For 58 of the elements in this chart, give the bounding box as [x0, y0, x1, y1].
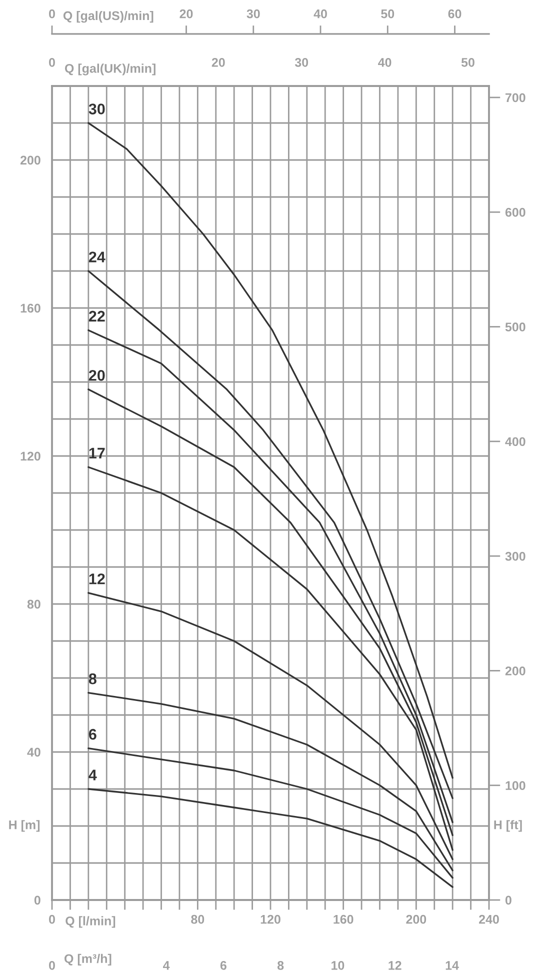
text: 30: [294, 58, 308, 67]
series-label: 6: [88, 728, 96, 740]
y2-tick-label: 400: [505, 437, 526, 446]
line-series: [88, 122, 454, 779]
y2-tick-label: 700: [506, 93, 526, 102]
line-series: [88, 692, 454, 872]
text: 20: [212, 58, 225, 67]
text: Q [m³/h]: [64, 954, 112, 966]
x2-tick-label: 20: [180, 9, 193, 18]
x2-tick-label: 50: [381, 9, 394, 18]
y-tick-label: 80: [27, 600, 40, 609]
series-label: 4: [88, 770, 97, 780]
x-tick-label: 240: [479, 914, 499, 924]
line-series: [88, 747, 454, 879]
text: Q [gal(UK)/min]: [64, 64, 156, 76]
x2-tick-label: 30: [246, 9, 260, 18]
text: 14: [446, 961, 459, 970]
series-label: 30: [88, 104, 105, 114]
y2-tick-label: 100: [506, 781, 526, 790]
series-label: 17: [89, 448, 105, 458]
series-label: 22: [88, 310, 105, 322]
y-tick-label: 160: [20, 304, 40, 313]
y2-tick-label: 0: [505, 896, 512, 905]
x2-tick-label: 0: [49, 9, 55, 18]
text: 8: [277, 961, 284, 970]
series-label: 24: [88, 252, 106, 262]
x2-tick-label: 40: [314, 9, 327, 18]
y-tick-label: 0: [34, 896, 40, 905]
text: 12: [388, 961, 402, 970]
x-tick-label: 0: [49, 914, 55, 924]
x2-axis-title: Q [gal(US)/min]: [63, 10, 154, 23]
x-tick-label: 160: [334, 914, 354, 924]
series-label: 8: [88, 673, 96, 684]
text: 6: [220, 961, 226, 970]
x2-tick-label: 60: [448, 9, 462, 18]
x-tick-label: 120: [260, 914, 280, 924]
y-tick-label: 120: [20, 452, 40, 461]
line-series: [88, 592, 454, 860]
x-tick-label: 200: [406, 914, 426, 924]
y2-tick-label: 500: [505, 322, 526, 332]
text: 0: [49, 58, 55, 67]
y2-tick-label: 600: [505, 208, 526, 217]
text: 10: [332, 961, 344, 970]
y-axis-title: H [m]: [9, 820, 40, 832]
text: 40: [378, 58, 392, 67]
line-series: [88, 788, 454, 888]
text: 4: [163, 961, 170, 970]
series-label: 20: [88, 370, 105, 381]
y-tick-label: 40: [27, 748, 40, 757]
y2-tick-label: 200: [505, 666, 526, 676]
x-axis-title: Q [l/min]: [66, 916, 116, 928]
y2-axis-title: H [ft]: [494, 820, 522, 832]
x-tick-label: 80: [191, 914, 204, 924]
y2-tick-label: 300: [505, 552, 526, 561]
series-label: 12: [89, 574, 105, 584]
text: 0: [49, 961, 55, 970]
y-tick-label: 200: [20, 156, 40, 165]
text: 50: [461, 58, 474, 67]
